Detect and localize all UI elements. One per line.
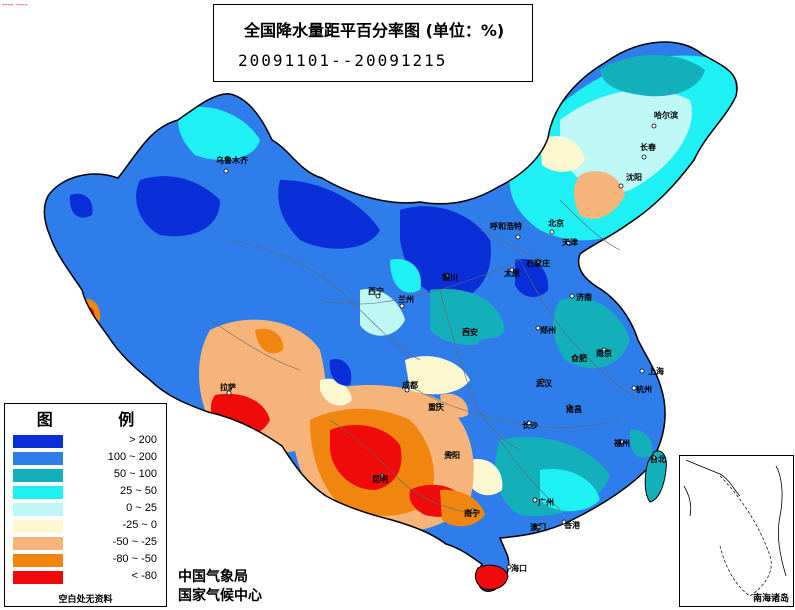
city-label: 天津 xyxy=(562,237,578,247)
china-outline xyxy=(43,41,738,592)
city-label: 海口 xyxy=(511,563,527,573)
city-label: 银川 xyxy=(441,272,458,282)
city-label: 武汉 xyxy=(536,378,553,388)
city-label: 重庆 xyxy=(428,402,444,412)
city-label: 西宁 xyxy=(368,286,384,296)
city-label: 澳门 xyxy=(530,522,546,532)
city-label: 北京 xyxy=(548,218,564,228)
no-data-note: 空白处无资料 xyxy=(58,595,113,605)
city-label: 南京 xyxy=(596,348,612,358)
legend-label: -25 ~ 0 xyxy=(122,519,157,531)
legend-label: 0 ~ 25 xyxy=(126,502,157,514)
city-label: 杭州 xyxy=(636,384,652,394)
legend-item: 25 ~ 50 xyxy=(13,485,163,500)
province-boundaries xyxy=(209,199,641,516)
city-label: 乌鲁木齐 xyxy=(216,155,249,165)
map-title: 全国降水量距平百分率图 (单位：%) xyxy=(244,21,505,40)
city-label: 沈阳 xyxy=(626,172,642,182)
city-label: 广州 xyxy=(538,497,554,507)
city-label: 济南 xyxy=(576,292,592,302)
taiwan-island xyxy=(644,450,667,503)
legend-swatch xyxy=(13,537,63,550)
inset-label: 南海诸岛 xyxy=(752,594,789,604)
city-label: 兰州 xyxy=(398,294,414,304)
legend-swatch xyxy=(13,520,63,533)
city-label: 南宁 xyxy=(464,508,480,518)
legend-label: 25 ~ 50 xyxy=(119,485,157,497)
legend-swatch xyxy=(13,486,63,499)
corner-mark: ---- ---- xyxy=(2,0,28,9)
city-label: 合肥 xyxy=(570,353,587,363)
legend-label: 50 ~ 100 xyxy=(113,468,157,480)
legend-item: < -80 xyxy=(13,570,163,585)
south-china-sea-inset: 南海诸岛 xyxy=(679,455,794,607)
legend-swatch xyxy=(13,452,63,465)
legend-item: 100 ~ 200 xyxy=(13,451,163,466)
city-label: 石家庄 xyxy=(525,258,550,268)
legend-swatch xyxy=(13,571,63,584)
city-label: 香港 xyxy=(563,520,581,530)
legend-item: -50 ~ -25 xyxy=(13,536,163,551)
city-label: 哈尔滨 xyxy=(654,110,678,120)
city-label: 西安 xyxy=(462,327,478,337)
city-label: 太原 xyxy=(503,268,520,278)
legend-item: -25 ~ 0 xyxy=(13,519,163,534)
city-label: 南昌 xyxy=(566,404,582,414)
legend-title: 图 例 xyxy=(36,410,165,429)
legend-item: -80 ~ -50 xyxy=(13,553,163,568)
city-markers xyxy=(223,123,657,570)
title-box: 全国降水量距平百分率图 (单位：%) 20091101--20091215 xyxy=(213,4,533,82)
legend-label: > 200 xyxy=(129,434,157,446)
legend-label: 100 ~ 200 xyxy=(107,451,157,463)
city-label: 呼和浩特 xyxy=(490,221,522,231)
city-label: 成都 xyxy=(402,380,418,390)
legend-item: > 200 xyxy=(13,434,163,449)
legend-swatch xyxy=(13,503,63,516)
inset-map xyxy=(683,459,787,597)
city-label: 拉萨 xyxy=(220,382,236,392)
hainan-island xyxy=(474,564,509,590)
credit-ncc: 国家气候中心 xyxy=(178,588,262,604)
legend-item: 50 ~ 100 xyxy=(13,468,163,483)
legend: 图 例 > 200 100 ~ 200 50 ~ 100 25 ~ 50 0 ~ 25 -… xyxy=(4,403,167,607)
city-label: 贵阳 xyxy=(444,450,460,460)
credit-cma: 中国气象局 xyxy=(178,569,248,585)
legend-swatch xyxy=(13,469,63,482)
city-label: 上海 xyxy=(648,366,664,376)
city-label: 长春 xyxy=(640,142,656,152)
city-label: 台北 xyxy=(650,454,666,464)
city-label: 长沙 xyxy=(522,420,538,430)
city-label: 昆明 xyxy=(372,474,388,484)
legend-label: < -80 xyxy=(131,570,157,582)
legend-swatch xyxy=(13,554,63,567)
date-range: 20091101--20091215 xyxy=(238,51,448,70)
city-label: 郑州 xyxy=(540,325,556,335)
city-label: 福州 xyxy=(613,438,630,448)
legend-item: 0 ~ 25 xyxy=(13,502,163,517)
legend-label: -80 ~ -50 xyxy=(112,553,157,565)
legend-swatch xyxy=(13,435,63,448)
legend-label: -50 ~ -25 xyxy=(112,536,157,548)
